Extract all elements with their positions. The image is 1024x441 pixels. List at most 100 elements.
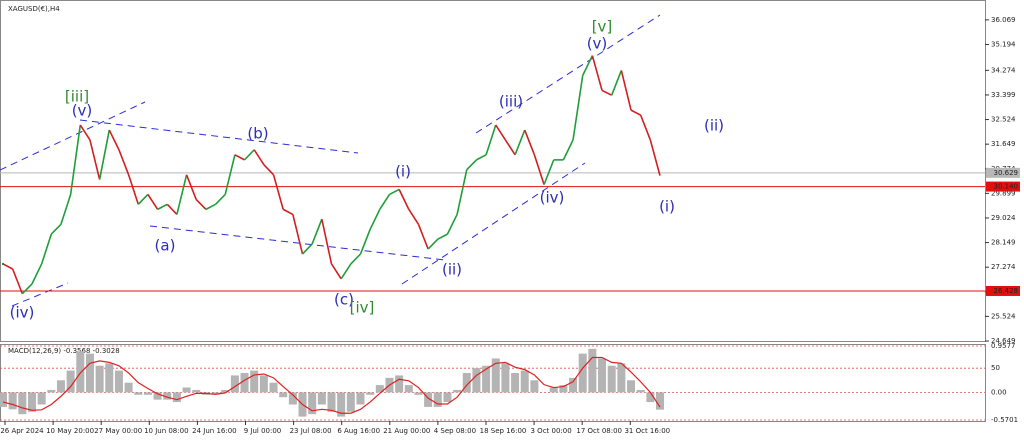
price-segment	[485, 124, 497, 156]
macd-bar	[259, 375, 268, 393]
macd-bar	[288, 392, 297, 405]
macd-bar	[76, 351, 85, 393]
price-segment	[301, 243, 313, 255]
macd-bar	[27, 392, 36, 412]
price-segment	[137, 193, 149, 205]
macd-bar	[636, 389, 645, 393]
price-segment	[398, 189, 410, 210]
wave-label: [iv]	[350, 299, 375, 317]
macd-bar	[375, 385, 384, 393]
macd-bar	[491, 358, 500, 393]
macd-bar	[114, 370, 123, 393]
x-tick-label: 26 Apr 2024	[0, 427, 44, 435]
macd-bar	[192, 389, 201, 393]
macd-bar	[366, 392, 375, 395]
macd-bar	[424, 392, 433, 407]
macd-bar	[404, 385, 413, 393]
macd-bar	[8, 392, 17, 410]
x-tick-label: 6 Aug 16:00	[337, 427, 380, 435]
price-segment	[234, 154, 245, 161]
wave-label: (b)	[247, 125, 268, 143]
y-tick-label: -0.5701	[991, 416, 1018, 424]
macd-bar	[163, 392, 172, 400]
y-tick-label: 0.00	[991, 388, 1007, 396]
wave-label: (ii)	[704, 117, 724, 135]
macd-bar	[627, 380, 636, 393]
macd-bar	[453, 389, 462, 393]
macd-bar	[279, 392, 288, 398]
x-tick-label: 31 Oct 16:00	[624, 427, 670, 435]
price-segment	[476, 154, 487, 161]
price-segment	[108, 129, 120, 151]
macd-bar	[578, 353, 587, 393]
x-tick-label: 3 Oct 00:00	[531, 427, 572, 435]
wave-label: (a)	[155, 237, 176, 255]
price-segment	[495, 124, 507, 141]
price-segment	[581, 55, 594, 76]
macd-bar	[443, 392, 452, 403]
price-segment	[195, 198, 207, 210]
macd-bar	[472, 368, 481, 393]
macd-bar	[18, 392, 27, 415]
y-tick-label: 24.649	[991, 337, 1016, 345]
price-segment	[50, 223, 62, 235]
macd-bar	[0, 392, 7, 407]
macd-bar	[66, 370, 75, 393]
wave-label: (i)	[659, 198, 675, 216]
channel-lines	[0, 14, 661, 307]
y-tick-label: 33.399	[991, 91, 1016, 99]
price-segment	[359, 229, 371, 255]
price-segment	[40, 233, 53, 265]
price-segment	[437, 233, 448, 240]
x-tick-label: 17 Oct 08:00	[576, 427, 622, 435]
price-segment	[601, 89, 613, 96]
macd-bar	[549, 387, 558, 393]
wave-label: (c)	[334, 291, 354, 309]
macd-bar	[308, 392, 317, 415]
macd-bar	[501, 363, 510, 393]
price-segment	[263, 164, 275, 176]
price-segment	[340, 263, 352, 280]
price-segment	[572, 75, 584, 141]
level-box	[986, 181, 1020, 192]
macd-frame	[0, 344, 986, 422]
price-segment	[166, 203, 178, 215]
price-segment	[427, 238, 439, 250]
channel-line	[11, 282, 69, 307]
macd-bar	[221, 389, 230, 393]
price-segment	[389, 188, 400, 196]
macd-bar	[520, 370, 529, 393]
price-segment	[214, 193, 226, 205]
wave-label: [v]	[592, 18, 613, 36]
price-segment	[408, 208, 420, 225]
macd-bar	[47, 389, 56, 393]
level-box	[986, 167, 1020, 178]
price-segment	[89, 139, 101, 180]
price-segment	[330, 263, 342, 280]
macd-bar	[124, 382, 133, 393]
y-tick-label: 35.194	[991, 40, 1016, 48]
macd-bar	[414, 392, 423, 395]
price-frame	[0, 0, 986, 342]
macd-bar	[617, 363, 626, 393]
price-segment	[514, 129, 526, 156]
price-segment	[456, 169, 468, 215]
x-tick-label: 24 Jun 16:00	[192, 427, 236, 435]
y-tick-label: 25.524	[991, 312, 1016, 320]
wave-label: (v)	[72, 102, 93, 120]
channel-line	[79, 119, 359, 154]
y-tick-label: 36.069	[991, 16, 1016, 24]
level-label: 30.140	[994, 183, 1019, 191]
signal-line	[2, 356, 661, 414]
price-segment	[466, 159, 477, 171]
level-label: 30.629	[994, 169, 1019, 177]
macd-bar	[240, 373, 249, 393]
y-tick-label: 0.9577	[991, 342, 1016, 350]
macd-bar	[269, 382, 278, 393]
price-segment	[21, 283, 33, 295]
price-segment	[292, 214, 304, 255]
channel-line	[401, 162, 586, 285]
macd-bar	[598, 358, 607, 393]
channel-line	[0, 101, 146, 171]
price-segment	[369, 209, 381, 230]
